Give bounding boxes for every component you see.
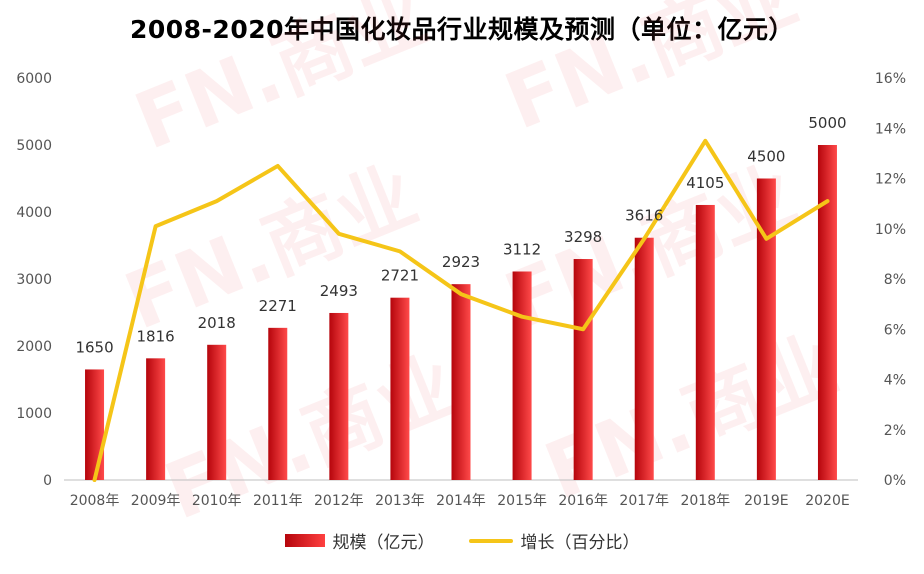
bar-data-label: 3112 (503, 240, 541, 258)
bar (756, 178, 776, 480)
bar (573, 259, 593, 480)
chart-title: 2008-2020年中国化妆品行业规模及预测（单位：亿元） (129, 15, 795, 44)
bar-data-label: 2271 (259, 297, 297, 315)
x-tick-label: 2016年 (558, 493, 608, 509)
bar (451, 284, 471, 480)
axis-layer: 0 1000 2000 3000 4000 5000 6000 0% 2% 4% 6% 8% 10% 12… (16, 71, 906, 509)
x-tick-label: 2010年 (192, 493, 242, 509)
x-tick-label: 2013年 (375, 493, 425, 509)
y-left-tick-label: 1000 (16, 406, 52, 422)
bar (817, 145, 837, 480)
data-label-layer: 1650 1816 2018 2271 2493 2721 2923 3112 3298 3616… (75, 114, 846, 356)
y-right-tick-label: 10% (875, 222, 906, 238)
y-right-tick-label: 4% (884, 373, 906, 389)
watermark-text: FN.商业 (123, 0, 439, 168)
bar (695, 204, 715, 480)
y-left-tick-label: 0 (43, 473, 52, 489)
bar (268, 327, 288, 480)
watermark-text: FN.商业 (113, 150, 429, 347)
y-right-tick-label: 6% (884, 322, 906, 338)
x-tick-label: 2017年 (619, 493, 669, 509)
bar-data-label: 2493 (320, 282, 358, 300)
bar-data-label: 4105 (686, 174, 724, 192)
bar-data-label: 2923 (442, 253, 480, 271)
y-right-tick-label: 12% (875, 172, 906, 188)
bar (146, 358, 166, 480)
bar-series (85, 145, 837, 480)
bar-data-label: 1650 (75, 338, 113, 356)
legend-item-growth: 增长（百分比） (468, 528, 640, 553)
bar (390, 297, 410, 480)
chart-legend: 规模（亿元） 增长（百分比） (0, 528, 924, 553)
y-left-tick-label: 3000 (16, 272, 52, 288)
y-left-tick-label: 2000 (16, 339, 52, 355)
y-right-tick-label: 2% (884, 423, 906, 439)
line-series (92, 138, 830, 482)
x-tick-label: 2019E (744, 493, 788, 509)
x-tick-label: 2018年 (680, 493, 730, 509)
bar (512, 271, 532, 480)
x-tick-label: 2020E (805, 493, 849, 509)
bar (634, 237, 654, 480)
x-tick-label: 2012年 (314, 493, 364, 509)
legend-item-scale: 规模（亿元） (284, 528, 435, 553)
legend-line-swatch (468, 538, 513, 543)
x-tick-label: 2008年 (70, 493, 120, 509)
y-right-tick-label: 14% (875, 121, 906, 137)
legend-label-scale: 规模（亿元） (332, 533, 435, 553)
y-right-tick-label: 0% (884, 473, 906, 489)
y-left-tick-label: 4000 (16, 205, 52, 221)
legend-bar-swatch (284, 534, 325, 547)
bar-data-label: 1816 (137, 327, 175, 345)
bar (85, 369, 105, 480)
bar-data-label: 4500 (747, 148, 785, 166)
bar-data-label: 5000 (808, 114, 846, 132)
x-tick-label: 2014年 (436, 493, 486, 509)
x-tick-label: 2015年 (497, 493, 547, 509)
y-left-tick-label: 5000 (16, 138, 52, 154)
bar-data-label: 3298 (564, 228, 602, 246)
bar-data-label: 2018 (198, 314, 236, 332)
bar-data-label: 3616 (625, 207, 663, 225)
y-right-tick-label: 16% (875, 71, 906, 87)
legend-label-growth: 增长（百分比） (520, 533, 640, 553)
y-right-tick-label: 8% (884, 272, 906, 288)
y-left-tick-label: 6000 (16, 71, 52, 87)
x-tick-label: 2011年 (253, 493, 303, 509)
bar-data-label: 2721 (381, 267, 419, 285)
bar (329, 312, 349, 480)
bar (207, 344, 227, 480)
x-tick-label: 2009年 (131, 493, 181, 509)
watermark-text: FN.商业 (493, 0, 809, 148)
